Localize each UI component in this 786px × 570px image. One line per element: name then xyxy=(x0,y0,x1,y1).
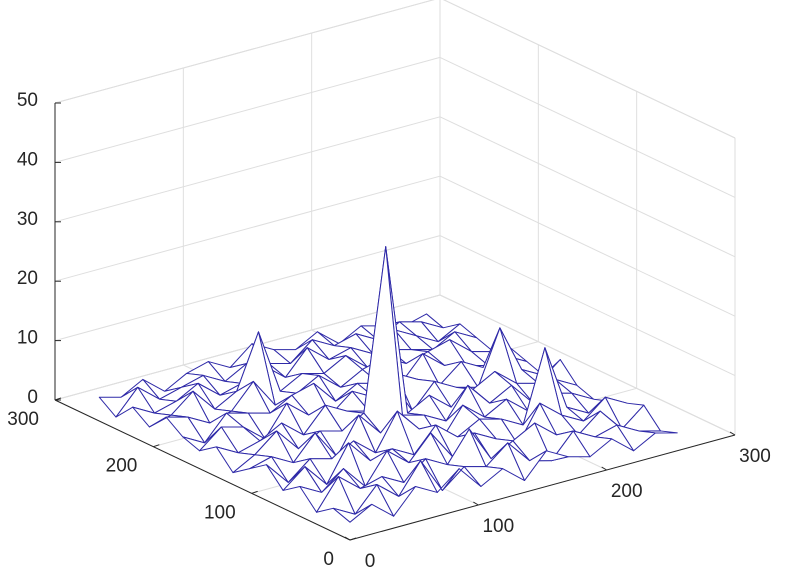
grid-line xyxy=(54,175,441,282)
z-tick-label: 20 xyxy=(17,268,38,289)
tick-mark xyxy=(473,501,479,506)
tick-mark xyxy=(153,444,160,448)
x-tick-label: 300 xyxy=(739,446,771,467)
mesh-patch xyxy=(332,503,373,523)
grid-line xyxy=(54,56,441,163)
y-tick-label: 200 xyxy=(106,456,138,477)
x-tick-label: 100 xyxy=(482,516,514,537)
tick-mark xyxy=(344,536,351,541)
y-tick-label: 0 xyxy=(323,549,334,570)
z-tick-label: 30 xyxy=(17,209,38,230)
grid-line xyxy=(54,116,441,223)
grid-line xyxy=(439,235,736,377)
tick-mark xyxy=(54,397,62,401)
z-tick-label: 0 xyxy=(27,387,38,408)
tick-mark xyxy=(349,537,357,541)
grid-line xyxy=(54,294,441,401)
z-tick-label: 10 xyxy=(17,328,38,349)
x-tick-label: 0 xyxy=(365,551,376,570)
grid-line xyxy=(54,235,441,342)
y-tick-label: 300 xyxy=(7,409,39,430)
grid-line xyxy=(439,56,736,198)
grid-line xyxy=(439,116,736,258)
axis-line xyxy=(349,434,736,541)
z-tick-label: 50 xyxy=(17,90,38,111)
tick-mark xyxy=(251,490,258,494)
grid-line xyxy=(439,294,736,436)
z-tick-label: 40 xyxy=(17,149,38,170)
grid-line xyxy=(54,0,435,104)
x-tick-label: 200 xyxy=(611,481,643,502)
tick-mark xyxy=(729,431,736,436)
y-tick-label: 100 xyxy=(204,502,236,523)
grid-line xyxy=(443,0,736,139)
axis-line xyxy=(54,399,351,541)
tick-mark xyxy=(601,466,607,471)
grid-line xyxy=(439,175,736,317)
